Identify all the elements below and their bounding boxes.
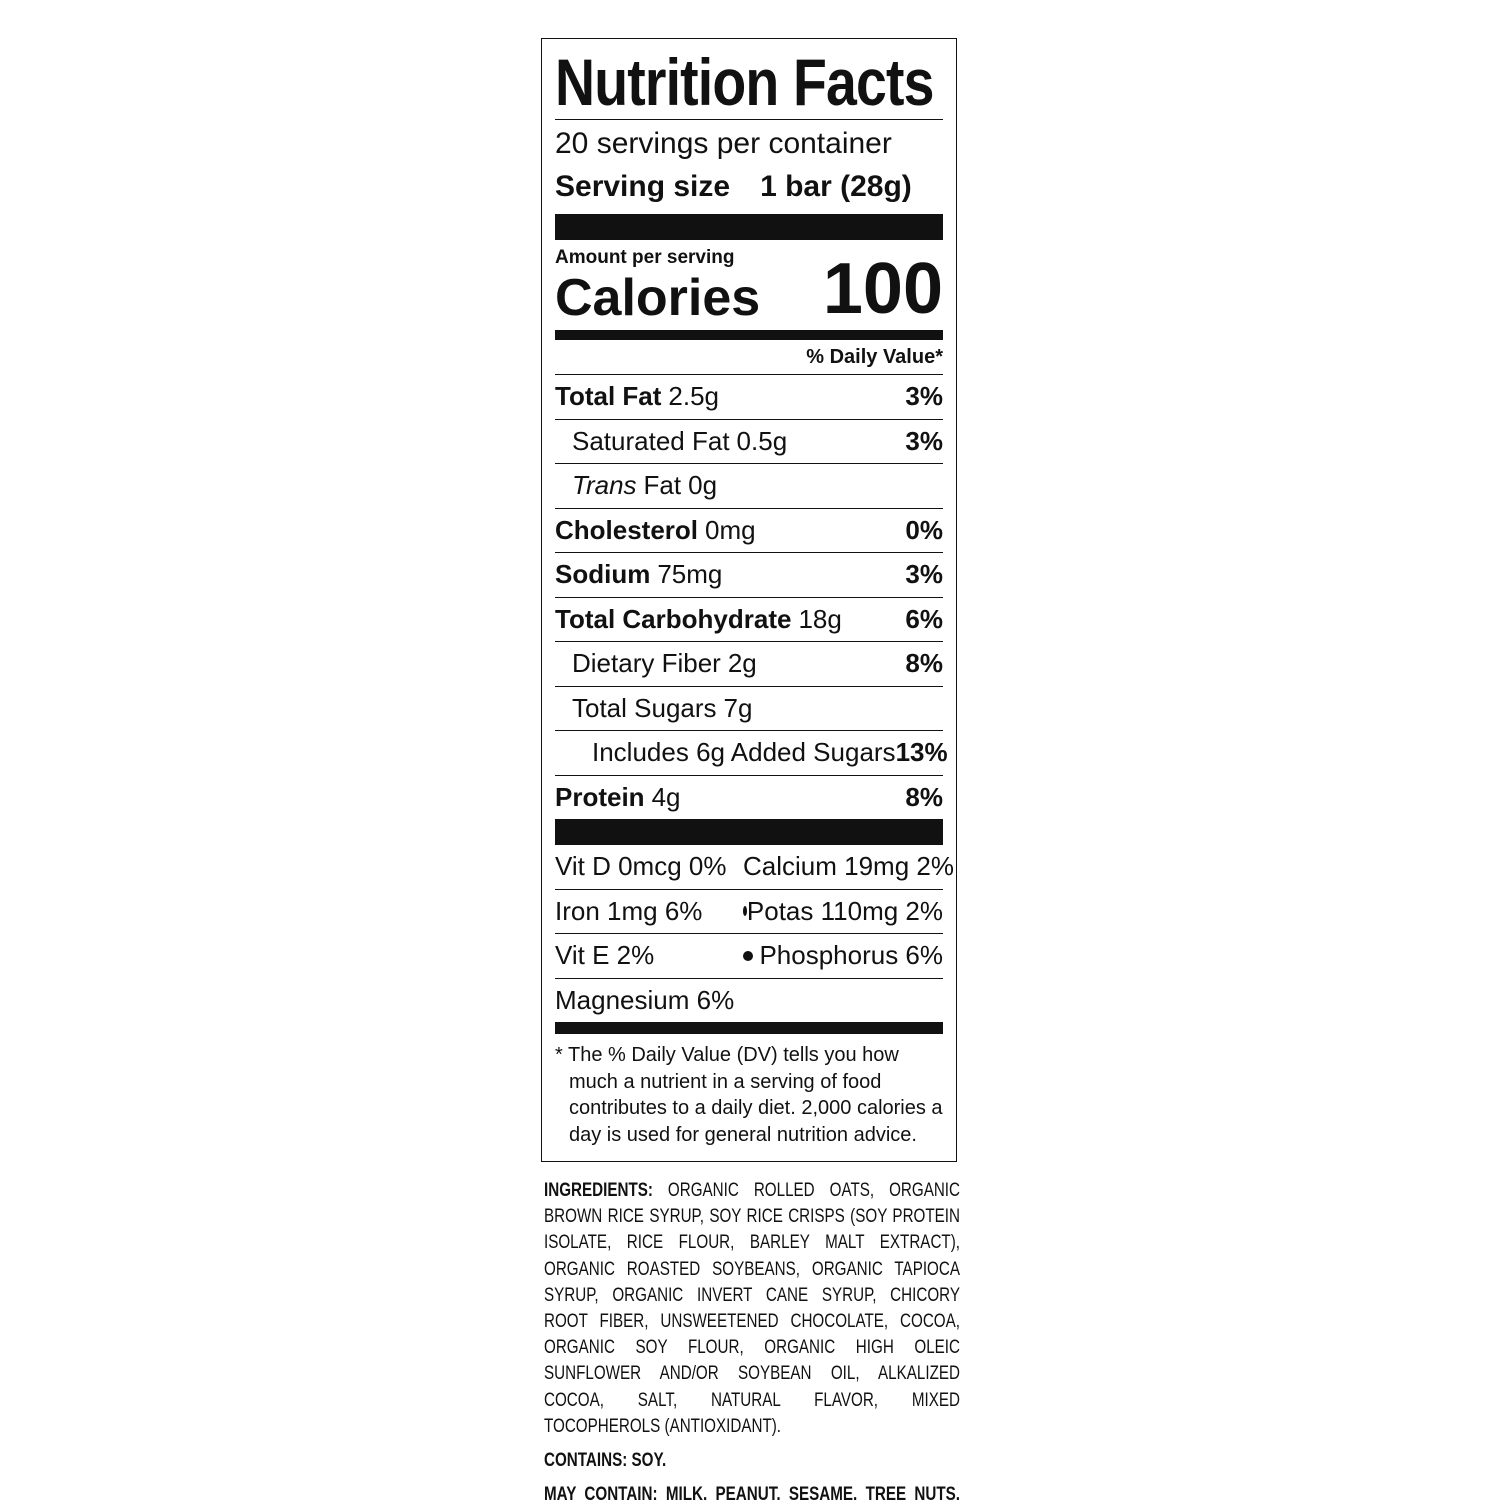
nutrient-name: Fat xyxy=(643,470,682,501)
nutrient-row: Total Sugars 7g xyxy=(555,687,943,731)
nutrient-dv: 13% xyxy=(895,737,948,768)
vitamin-row: Magnesium 6% xyxy=(555,979,943,1023)
nutrient: Total Sugars 7g xyxy=(572,693,752,724)
nutrient-dv: 8% xyxy=(905,648,943,679)
footnote: * The % Daily Value (DV) tells you how m… xyxy=(555,1044,943,1146)
ingredients-text: ORGANIC ROLLED OATS, ORGANIC BROWN RICE … xyxy=(544,1180,961,1437)
ingredients: INGREDIENTS: ORGANIC ROLLED OATS, ORGANI… xyxy=(544,1178,960,1440)
nutrient-row: Total Fat 2.5g 3% xyxy=(555,375,943,420)
vitamin: Vit D 0mcg 0% xyxy=(555,851,727,882)
nutrient-row: Dietary Fiber 2g 8% xyxy=(555,642,943,687)
vitamin: Iron 1mg 6% xyxy=(555,895,703,926)
divider-thick xyxy=(555,819,943,845)
nutrient-dv: 3% xyxy=(905,425,943,456)
calories-label: Calories xyxy=(555,269,761,327)
nutrient-name: Includes 6g Added Sugars xyxy=(592,737,896,768)
nutrient-row: Protein 4g 8% xyxy=(555,776,943,820)
nutrient: Saturated Fat 0.5g xyxy=(572,426,787,457)
ingredients-block: INGREDIENTS: ORGANIC ROLLED OATS, ORGANI… xyxy=(544,1178,960,1500)
nutrient-name: Total Sugars xyxy=(572,692,717,723)
nutrient-qualifier: Trans xyxy=(572,470,637,501)
nutrient: Total Fat 2.5g xyxy=(555,381,719,412)
vitamin: Magnesium 6% xyxy=(555,984,735,1015)
divider-thick xyxy=(555,214,943,240)
divider xyxy=(555,119,943,120)
vitamin-right: Calcium 19mg 2% xyxy=(743,851,954,882)
nutrient-amount: 4g xyxy=(651,781,681,812)
nutrient-row: Cholesterol 0mg 0% xyxy=(555,509,943,553)
calories: Calories 100 xyxy=(555,250,943,328)
nutrient: Protein 4g xyxy=(555,782,681,813)
vitamin-right: Potas 110mg 2% xyxy=(743,896,943,927)
nutrient: Includes 6g Added Sugars xyxy=(592,737,896,768)
nutrient-name: Total Fat xyxy=(555,381,662,412)
vitamin: Calcium 19mg 2% xyxy=(743,851,954,882)
nutrient-amount: 2.5g xyxy=(668,381,720,412)
nutrition-label: Nutrition Facts 20 servings per containe… xyxy=(541,38,957,1162)
nutrient: Sodium 75mg xyxy=(555,559,722,590)
bullet xyxy=(743,906,747,917)
nutrient-row: Includes 6g Added Sugars 13% xyxy=(555,731,948,776)
vitamin-row: Vit E 2% Phosphorus 6% xyxy=(555,934,943,979)
nutrient-dv: 3% xyxy=(905,559,943,590)
vitamin: Potas 110mg 2% xyxy=(746,895,943,926)
nutrient-row: Total Carbohydrate 18g 6% xyxy=(555,598,943,642)
divider-medium xyxy=(555,1022,943,1034)
nutrient-row: Trans Fat 0g xyxy=(555,464,943,509)
contains: CONTAINS: SOY. xyxy=(544,1450,667,1472)
bullet xyxy=(743,950,753,961)
nutrient-name: Protein xyxy=(555,781,645,812)
nutrient-amount: 75mg xyxy=(657,559,723,590)
nutrient-name: Total Carbohydrate xyxy=(555,603,792,634)
nutrients: Total Fat 2.5g 3% Saturated Fat 0.5g 3% Trans F… xyxy=(555,375,948,820)
ingredients-label: INGREDIENTS: xyxy=(544,1180,653,1201)
nutrient-dv: 8% xyxy=(905,781,943,812)
servings: 20 servings per container xyxy=(555,127,892,160)
nutrient-row: Saturated Fat 0.5g 3% xyxy=(555,420,943,464)
vitamin: Vit E 2% xyxy=(555,940,655,971)
nutrient: Cholesterol 0mg xyxy=(555,515,756,546)
nutrient: Dietary Fiber 2g xyxy=(572,648,757,679)
nutrient-name: Sodium xyxy=(555,559,651,590)
nutrient-name: Cholesterol xyxy=(555,514,699,545)
amount-per-serving: Amount per serving xyxy=(555,247,735,268)
divider-medium xyxy=(555,330,943,340)
nutrient: Total Carbohydrate 18g xyxy=(555,604,842,635)
vitamin-row: Iron 1mg 6% Potas 110mg 2% xyxy=(555,890,943,934)
vitamin-row: Vit D 0mcg 0% Calcium 19mg 2% xyxy=(555,845,954,890)
nutrient-dv: 0% xyxy=(905,514,943,545)
nutrient-dv: 3% xyxy=(905,381,943,412)
serving-size: Serving size 1 bar (28g) xyxy=(555,166,943,208)
nutrient-row: Sodium 75mg 3% xyxy=(555,553,943,598)
nutrient-name: Saturated Fat xyxy=(572,425,730,456)
may-contain: MAY CONTAIN: MILK, PEANUT, SESAME, TREE … xyxy=(544,1484,960,1500)
nutrient-name: Dietary Fiber xyxy=(572,648,721,679)
nutrient-amount: 0g xyxy=(688,470,718,501)
nutrient-amount: 0.5g xyxy=(736,425,788,456)
title: Nutrition Facts xyxy=(555,45,934,119)
nutrient-dv: 6% xyxy=(905,603,943,634)
vitamin-right: Phosphorus 6% xyxy=(743,940,943,971)
nutrient-amount: 0mg xyxy=(705,514,756,545)
nutrient-amount: 2g xyxy=(727,648,757,679)
nutrient-amount: 7g xyxy=(723,692,753,723)
vitamins: Vit D 0mcg 0% Calcium 19mg 2% Iron 1mg 6% P… xyxy=(555,845,954,1023)
nutrient: Trans Fat 0g xyxy=(572,470,717,501)
serving-size-value: 1 bar (28g) xyxy=(760,170,912,203)
vitamin: Phosphorus 6% xyxy=(759,940,943,971)
serving-size-label: Serving size xyxy=(555,170,731,203)
calories-value: 100 xyxy=(822,249,943,329)
nutrient-amount: 18g xyxy=(798,603,842,634)
daily-value-header: % Daily Value* xyxy=(555,340,943,375)
